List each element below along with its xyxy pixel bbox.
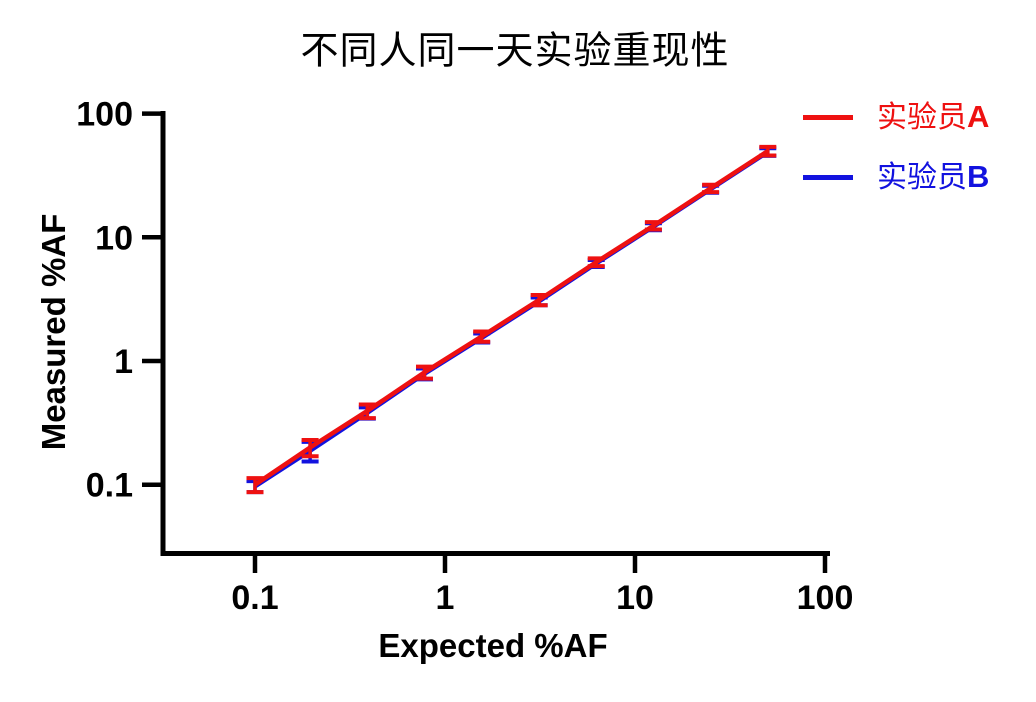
legend-line-a-icon (803, 114, 853, 120)
legend-line-b-icon (803, 174, 853, 180)
legend-label-a-text: 实验员 (877, 100, 967, 135)
legend-label-a-letter: A (967, 99, 990, 134)
series-a (246, 144, 777, 495)
x-tick-label: 0.1 (231, 579, 278, 617)
x-tick-label: 1 (436, 579, 455, 617)
legend-label-b-text: 实验员 (877, 160, 967, 195)
legend-label-a: 实验员A (877, 101, 989, 133)
x-tick-label: 100 (797, 579, 854, 617)
x-axis-title: Expected %AF (378, 627, 608, 664)
y-tick-label: 100 (76, 96, 133, 134)
legend-label-b: 实验员B (877, 161, 989, 193)
legend-item-b: 实验员B (803, 161, 989, 193)
y-tick-label: 10 (95, 219, 133, 257)
y-tick-label: 0.1 (86, 467, 133, 505)
legend-item-a: 实验员A (803, 101, 989, 133)
x-tick-label: 10 (616, 579, 654, 617)
series-line (253, 149, 770, 487)
legend-label-b-letter: B (967, 159, 990, 194)
y-tick-label: 1 (114, 343, 133, 381)
chart-title: 不同人同一天实验重现性 (300, 28, 730, 73)
y-axis-title: Measured %AF (35, 213, 72, 451)
